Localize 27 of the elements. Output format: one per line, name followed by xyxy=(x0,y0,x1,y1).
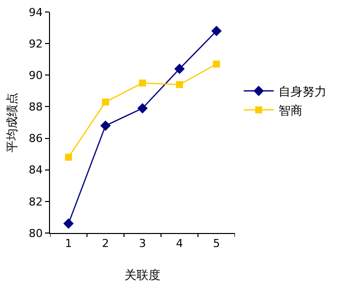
legend-label: 自身努力 xyxy=(278,84,327,99)
point xyxy=(213,60,220,68)
x-tick-label: 1 xyxy=(65,237,72,250)
y-tick-label: 84 xyxy=(28,164,43,177)
y-axis-title: 平均成绩点 xyxy=(5,92,19,152)
y-tick-label: 90 xyxy=(28,68,43,82)
x-tick-label: 4 xyxy=(176,237,183,250)
point xyxy=(102,98,109,106)
y-tick-label: 82 xyxy=(28,195,43,208)
y-tick-label: 94 xyxy=(28,6,43,19)
y-tick-label: 86 xyxy=(28,132,43,146)
x-tick-label: 5 xyxy=(213,237,220,250)
legend-label: 智商 xyxy=(278,104,303,118)
x-tick-label: 2 xyxy=(102,237,109,250)
point xyxy=(211,26,222,36)
point xyxy=(139,80,146,87)
x-axis-title: 关联度 xyxy=(124,268,160,282)
point xyxy=(174,64,185,74)
point xyxy=(176,81,183,88)
y-tick-label: 80 xyxy=(28,226,43,240)
x-tick-label: 3 xyxy=(139,237,146,250)
point xyxy=(137,103,148,114)
point xyxy=(63,218,74,229)
point xyxy=(100,120,111,131)
y-tick-label: 88 xyxy=(28,100,43,114)
y-tick-label: 92 xyxy=(28,37,43,50)
point xyxy=(65,154,72,161)
